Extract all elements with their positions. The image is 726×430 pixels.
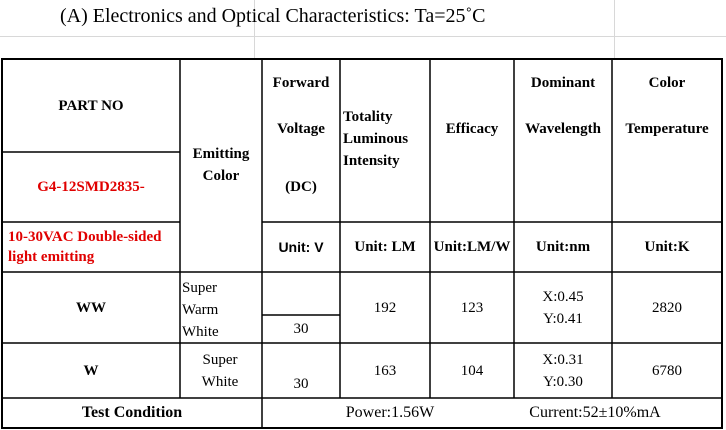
unit-cell: Unit:LM/W xyxy=(433,239,511,255)
row-part: WW xyxy=(76,299,106,316)
header-cell: Dominant xyxy=(530,74,596,91)
model-cell: G4-12SMD2835- xyxy=(37,179,145,195)
row-voltage: 30 xyxy=(293,321,309,337)
row-color: Super Warm White xyxy=(182,279,219,340)
model-desc-cell: 10-30VAC Double-sided light emitting xyxy=(8,229,162,265)
header-cell: Wavelength xyxy=(525,121,601,137)
row-luminous: 163 xyxy=(373,362,397,379)
header-cell: Efficacy xyxy=(445,121,499,137)
unit-cell: Unit: V xyxy=(278,239,324,255)
row-part: W xyxy=(83,362,99,379)
header-cell: PART NO xyxy=(58,97,124,114)
header-cell: (DC) xyxy=(285,179,317,195)
header-cell: Totality Luminous Intensity xyxy=(343,109,409,169)
row-cct: 2820 xyxy=(652,299,682,316)
row-efficacy: 123 xyxy=(460,299,484,316)
row-y: Y:0.41 xyxy=(543,310,583,327)
title: (A) Electronics and Optical Characterist… xyxy=(60,5,486,27)
row-efficacy: 104 xyxy=(460,362,484,379)
header-cell: Temperature xyxy=(625,121,709,137)
footer-label: Test Condition xyxy=(81,404,183,421)
row-cct: 6780 xyxy=(652,362,682,379)
row-luminous: 192 xyxy=(373,299,397,316)
row-x: X:0.31 xyxy=(542,351,584,368)
unit-cell: Unit:nm xyxy=(535,239,591,255)
header-cell: Voltage xyxy=(277,121,325,137)
header-cell: Color xyxy=(648,74,686,91)
footer-power: Power:1.56W xyxy=(345,404,435,421)
header-cell: Emitting Color xyxy=(192,146,250,184)
row-y: Y:0.30 xyxy=(543,373,583,390)
unit-cell: Unit: LM xyxy=(354,239,416,255)
header-cell: Forward xyxy=(272,74,330,91)
row-voltage: 30 xyxy=(293,376,309,392)
row-x: X:0.45 xyxy=(542,288,584,305)
row-color: Super White xyxy=(201,351,239,390)
footer-current: Current:52±10%mA xyxy=(529,404,661,421)
unit-cell: Unit:K xyxy=(644,239,690,255)
